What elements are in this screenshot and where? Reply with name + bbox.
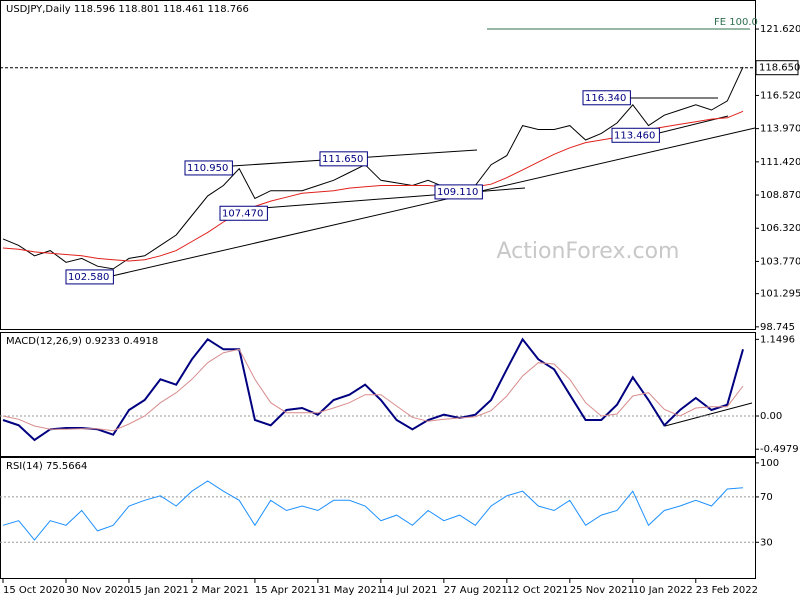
annotation-box xyxy=(184,160,233,176)
x-tick-label: 12 Oct 2021 xyxy=(507,585,569,596)
y-tick-label: 103.770 xyxy=(760,256,800,267)
annotation-label: 111.650 xyxy=(322,154,363,165)
series-line xyxy=(2,480,744,541)
y-tick-label: 98.745 xyxy=(760,322,795,333)
x-tick-label: 31 May 2021 xyxy=(318,585,383,596)
series-line xyxy=(2,337,744,442)
watermark: ActionForex.com xyxy=(497,239,680,264)
x-tick-label: 14 Jul 2021 xyxy=(381,585,438,596)
annotation-label: 116.340 xyxy=(585,93,626,104)
series-line xyxy=(2,66,744,270)
y-tick-label: -0.4979 xyxy=(760,444,799,455)
x-tick-label: 25 Nov 2021 xyxy=(570,585,634,596)
annotation-box xyxy=(65,269,114,285)
x-tick-label: 15 Jan 2021 xyxy=(129,585,189,596)
trend-line xyxy=(664,402,753,427)
y-tick-label: 70 xyxy=(760,492,773,503)
panel-frame xyxy=(0,332,756,457)
last-price-label: 118.650 xyxy=(759,63,800,74)
last-price-box xyxy=(755,60,799,76)
y-tick-label: 108.870 xyxy=(760,190,800,201)
annotation-box xyxy=(434,184,483,200)
annotation-box xyxy=(319,151,368,167)
y-tick-label: 106.320 xyxy=(760,223,800,234)
y-tick-label: 0.00 xyxy=(760,411,782,422)
fe-label: FE 100.0 xyxy=(714,17,758,28)
y-tick-label: 101.295 xyxy=(760,289,800,300)
x-tick-label: 30 Nov 2020 xyxy=(66,585,130,596)
annotation-box xyxy=(582,90,631,106)
y-tick-label: 116.520 xyxy=(760,90,800,101)
y-tick-label: 30 xyxy=(760,537,773,548)
y-tick-label: 100 xyxy=(760,458,779,469)
annotation-label: 113.460 xyxy=(614,130,655,141)
x-tick-label: 10 Jan 2022 xyxy=(633,585,693,596)
annotation-label: 102.580 xyxy=(68,272,109,283)
trend-line xyxy=(111,127,756,277)
annotation-box xyxy=(219,205,268,221)
annotation-label: 109.110 xyxy=(437,187,478,198)
panel-title: USDJPY,Daily 118.596 118.801 118.461 118… xyxy=(6,4,249,15)
panel-title: RSI(14) 75.5664 xyxy=(6,461,87,472)
panel-frame xyxy=(0,457,756,579)
x-tick-label: 15 Apr 2021 xyxy=(255,585,317,596)
series-line xyxy=(2,348,744,432)
annotation-label: 110.950 xyxy=(187,163,228,174)
y-tick-label: 1.1496 xyxy=(760,334,795,345)
y-tick-label: 113.970 xyxy=(760,124,800,135)
panel-title: MACD(12,26,9) 0.9233 0.4918 xyxy=(6,336,158,347)
x-tick-label: 2 Mar 2021 xyxy=(192,585,249,596)
annotation-label: 107.470 xyxy=(222,208,263,219)
x-tick-label: 23 Feb 2022 xyxy=(696,585,758,596)
annotation-box xyxy=(611,127,660,143)
x-tick-label: 27 Aug 2021 xyxy=(444,585,508,596)
y-tick-label: 121.620 xyxy=(760,24,800,35)
panel-frame xyxy=(0,0,756,330)
y-tick-label: 111.420 xyxy=(760,157,800,168)
x-tick-label: 15 Oct 2020 xyxy=(3,585,65,596)
